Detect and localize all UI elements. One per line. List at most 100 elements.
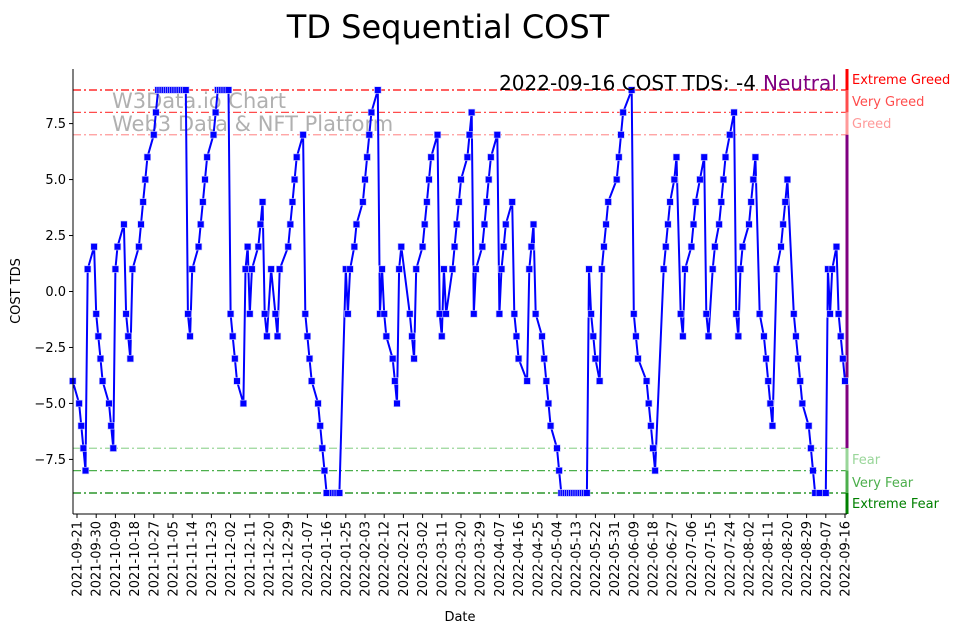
x-tick-label: 2021-12-02	[224, 521, 239, 597]
data-point	[583, 489, 591, 497]
data-point	[807, 444, 815, 452]
y-tick-label: 2.5	[45, 229, 66, 244]
data-point	[303, 332, 312, 340]
data-point	[94, 332, 102, 340]
chart-title: TD Sequential COST	[286, 8, 610, 46]
watermark-line-2: Web3 Data & NFT Platform	[112, 112, 393, 136]
data-point	[359, 198, 367, 206]
data-point	[553, 444, 561, 452]
data-point	[284, 243, 292, 251]
x-tick-label: 2022-07-24	[723, 521, 738, 597]
data-point	[726, 131, 734, 139]
data-point	[704, 332, 713, 340]
data-point	[672, 153, 681, 161]
data-point	[109, 444, 117, 452]
y-tick-label: 0.0	[45, 285, 66, 300]
x-tick-label: 2022-05-04	[551, 521, 566, 597]
x-tick-label: 2022-03-20	[455, 521, 470, 597]
x-tick-label: 2022-03-29	[474, 521, 489, 597]
data-point	[715, 220, 723, 228]
data-point	[248, 265, 256, 273]
reference-label: Extreme Fear	[852, 497, 940, 512]
data-point	[450, 243, 459, 251]
data-point	[809, 467, 817, 475]
data-point	[350, 243, 358, 251]
data-point	[427, 153, 435, 161]
data-point	[794, 355, 802, 363]
data-point	[397, 243, 405, 251]
data-point	[777, 243, 785, 251]
data-point	[677, 310, 685, 318]
data-point	[99, 377, 107, 385]
data-point	[442, 310, 450, 318]
data-point	[738, 243, 747, 251]
x-tick-label: 2021-11-23	[205, 521, 220, 597]
data-point	[634, 355, 642, 363]
data-point	[510, 310, 518, 318]
x-tick-label: 2022-02-12	[378, 521, 393, 597]
data-point	[529, 220, 538, 228]
data-point	[826, 310, 834, 318]
data-point	[700, 153, 708, 161]
data-point	[702, 310, 710, 318]
data-point	[602, 220, 610, 228]
data-point	[732, 310, 740, 318]
data-point	[438, 332, 446, 340]
data-point	[815, 489, 823, 497]
data-point	[692, 198, 700, 206]
data-point	[286, 220, 294, 228]
data-point	[760, 332, 768, 340]
data-point	[75, 399, 83, 408]
data-point	[600, 243, 608, 251]
data-point	[736, 265, 745, 273]
data-point	[308, 377, 316, 385]
data-point	[465, 131, 474, 139]
data-point	[805, 422, 813, 430]
x-tick-label: 2022-06-27	[666, 521, 681, 597]
y-tick-label: −2.5	[34, 341, 66, 356]
series-line	[71, 89, 846, 494]
data-point	[256, 220, 265, 228]
data-point	[113, 243, 122, 251]
data-point	[628, 86, 636, 94]
data-point	[421, 220, 429, 228]
data-point	[645, 399, 653, 408]
x-tick-label: 2021-10-27	[147, 521, 162, 597]
x-tick-label: 2022-01-16	[320, 521, 335, 597]
data-point	[96, 355, 105, 363]
x-tick-label: 2022-05-31	[608, 521, 623, 597]
data-point	[642, 377, 651, 385]
data-point	[613, 175, 621, 184]
data-point	[152, 108, 160, 116]
data-point	[276, 265, 284, 273]
y-tick-label: −5.0	[34, 397, 66, 412]
data-point	[749, 175, 757, 184]
data-point	[408, 332, 416, 340]
data-point	[796, 377, 804, 385]
data-point	[389, 355, 397, 363]
data-point	[126, 355, 134, 363]
y-axis-label: COST TDS	[9, 258, 24, 324]
data-point	[587, 310, 595, 318]
data-point	[273, 332, 282, 340]
x-axis-label: Date	[444, 610, 475, 625]
x-tick-label: 2021-09-21	[71, 521, 86, 597]
reference-label: Greed	[852, 117, 891, 132]
x-tick-label: 2021-09-30	[90, 521, 105, 597]
data-point	[500, 243, 508, 251]
data-point	[478, 243, 486, 251]
data-point	[363, 153, 371, 161]
data-point	[696, 175, 704, 184]
reference-label: Very Fear	[852, 476, 914, 491]
data-point	[790, 310, 798, 318]
data-point	[418, 243, 427, 251]
x-tick-label: 2022-05-22	[589, 521, 604, 597]
x-tick-label: 2022-07-15	[704, 521, 719, 597]
data-point	[423, 198, 431, 206]
data-point	[745, 220, 753, 228]
data-point	[263, 332, 271, 340]
data-point	[589, 332, 597, 340]
data-point	[299, 131, 307, 139]
data-point	[828, 265, 836, 273]
